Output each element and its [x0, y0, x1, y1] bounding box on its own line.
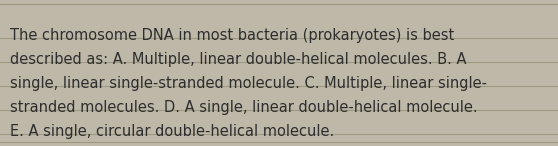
Text: E. A single, circular double-helical molecule.: E. A single, circular double-helical mol… [10, 124, 334, 139]
Text: The chromosome DNA in most bacteria (prokaryotes) is best: The chromosome DNA in most bacteria (pro… [10, 28, 454, 43]
Text: single, linear single-stranded molecule. C. Multiple, linear single-: single, linear single-stranded molecule.… [10, 76, 487, 91]
Text: described as: A. Multiple, linear double-helical molecules. B. A: described as: A. Multiple, linear double… [10, 52, 466, 67]
Text: stranded molecules. D. A single, linear double-helical molecule.: stranded molecules. D. A single, linear … [10, 100, 478, 115]
